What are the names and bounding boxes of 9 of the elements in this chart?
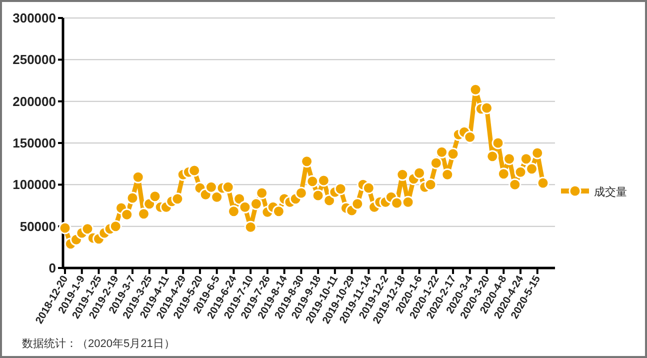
y-tick-label: 200000 [12,94,56,109]
y-tick-label: 0 [48,260,56,276]
y-tick-label: 100000 [12,177,56,192]
y-tick-label: 300000 [12,10,56,26]
text: 数据统计：（2020年5月21日） [22,337,175,350]
y-tick-label: 250000 [12,52,56,68]
y-tick-label: 150000 [12,136,56,150]
legend-label: 成交量 [594,186,627,198]
y-tick-label: 50000 [20,218,56,234]
